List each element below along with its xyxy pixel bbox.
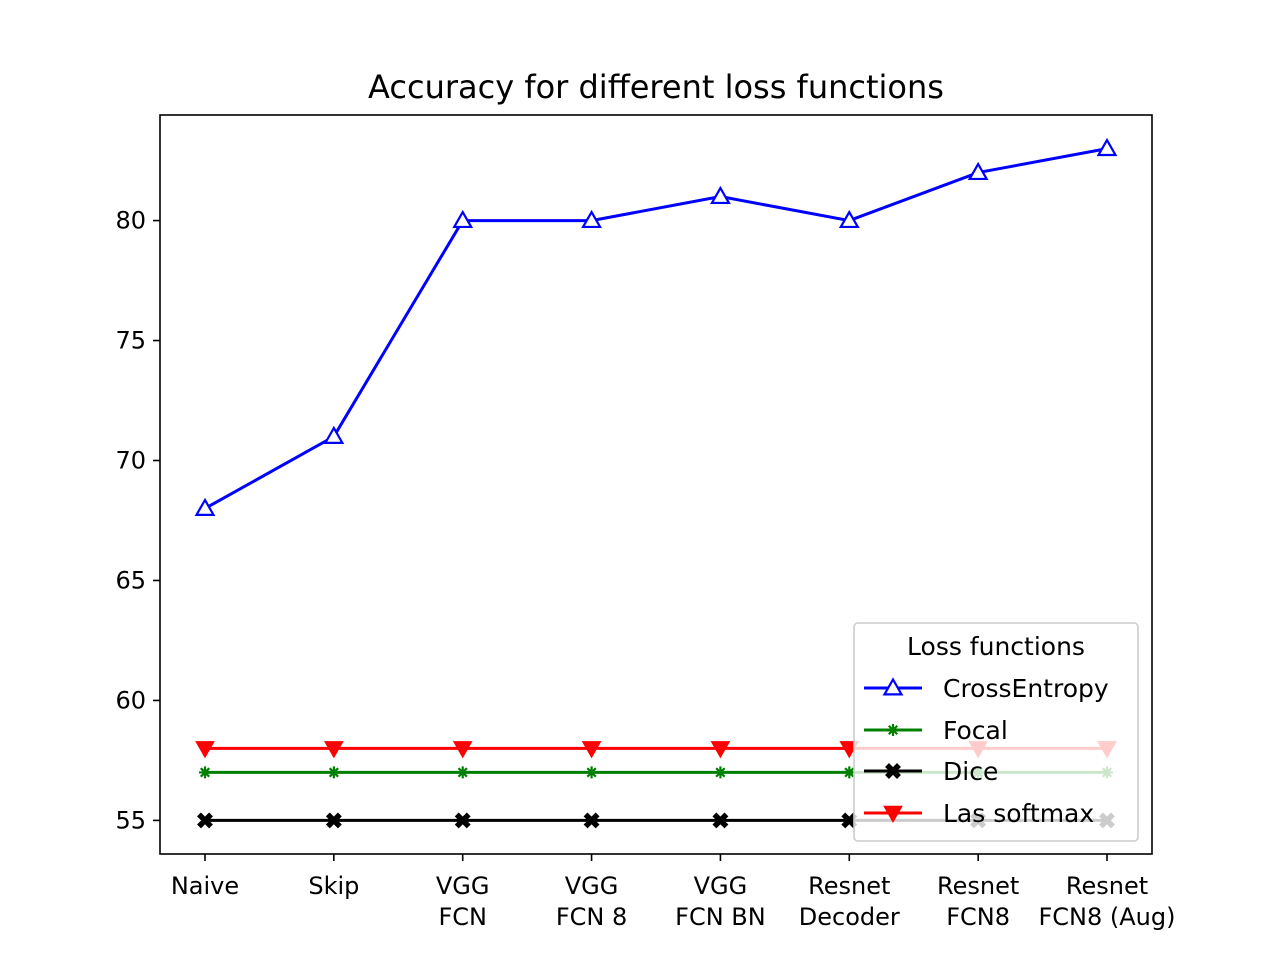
data-point — [710, 185, 731, 205]
data-point — [1096, 137, 1118, 157]
axes-frame — [159, 114, 1153, 855]
legend-marker — [885, 763, 901, 779]
chart-title: Accuracy for different loss functions — [368, 68, 944, 106]
legend-box — [853, 622, 1139, 842]
data-point — [452, 209, 474, 229]
data-point — [325, 812, 342, 829]
x-tick-label-line: Skip — [308, 872, 359, 900]
legend-marker — [887, 724, 899, 736]
legend-label: Dice — [943, 757, 998, 786]
legend: Loss functions CrossEntropy Focal Dice Las s… — [853, 622, 1139, 842]
x-tick-label: Resnet FCN8 (Aug) — [1038, 872, 1175, 931]
legend-title: Loss functions — [907, 632, 1085, 661]
x-tick-label: VGG FCN 8 — [556, 872, 627, 931]
data-point — [323, 425, 345, 444]
data-point — [197, 812, 213, 829]
x-tick-label-line: Resnet — [937, 872, 1019, 900]
data-point — [327, 766, 340, 779]
data-point — [194, 497, 216, 516]
x-tick-label-line: FCN — [438, 903, 487, 931]
x-tick-label-line: Decoder — [799, 903, 900, 931]
x-tick-label: VGG FCN — [436, 872, 490, 931]
series-crossentropy — [194, 137, 1118, 516]
x-tick-label: Resnet FCN8 — [937, 872, 1019, 931]
data-point — [581, 741, 602, 759]
x-tick-label-line: FCN BN — [675, 903, 766, 931]
y-tick-label: 60 — [115, 686, 146, 714]
data-point — [454, 812, 471, 829]
x-tick-label-line: Naive — [171, 872, 239, 900]
x-tick-label-line: VGG — [565, 872, 619, 900]
data-point — [585, 766, 598, 779]
series-line — [204, 147, 1108, 510]
y-tick-label: 55 — [115, 806, 146, 834]
legend-label: CrossEntropy — [943, 674, 1109, 703]
x-tick-label-line: FCN 8 — [556, 903, 627, 931]
y-tick-label: 65 — [115, 566, 146, 594]
data-point — [452, 741, 473, 759]
data-point — [714, 766, 727, 779]
x-tick-label-line: Resnet — [808, 872, 890, 900]
x-tick-label-line: Resnet — [1066, 872, 1148, 900]
data-point — [843, 766, 856, 779]
data-point — [838, 209, 860, 229]
data-point — [195, 741, 215, 759]
data-point — [583, 812, 600, 829]
x-tick-label: Skip — [308, 872, 359, 900]
x-tick-label: Naive — [171, 872, 239, 900]
data-point — [199, 766, 211, 779]
legend-marker — [882, 677, 904, 696]
data-point — [323, 741, 344, 759]
y-tick-label: 75 — [115, 327, 146, 355]
legend-label: Las softmax — [943, 799, 1094, 828]
plot-area: 55 60 65 70 75 80 Naive Skip VGG FCN VGG FCN 8 VGG FC… — [115, 114, 1176, 931]
x-tick-label-line: FCN8 — [946, 903, 1010, 931]
x-tick-label-line: FCN8 (Aug) — [1038, 903, 1175, 931]
data-point — [710, 741, 731, 759]
x-tick-label-line: VGG — [436, 872, 490, 900]
legend-marker — [883, 805, 903, 824]
data-point — [581, 209, 602, 229]
legend-label: Focal — [943, 716, 1008, 745]
x-tick-label: VGG FCN BN — [675, 872, 766, 931]
data-point — [456, 766, 469, 779]
data-point — [967, 161, 989, 181]
data-point — [712, 812, 729, 829]
x-tick-label: Resnet Decoder — [799, 872, 900, 931]
x-tick-label-line: VGG — [694, 872, 748, 900]
y-tick-label: 80 — [115, 207, 146, 235]
y-tick-label: 70 — [115, 447, 146, 475]
